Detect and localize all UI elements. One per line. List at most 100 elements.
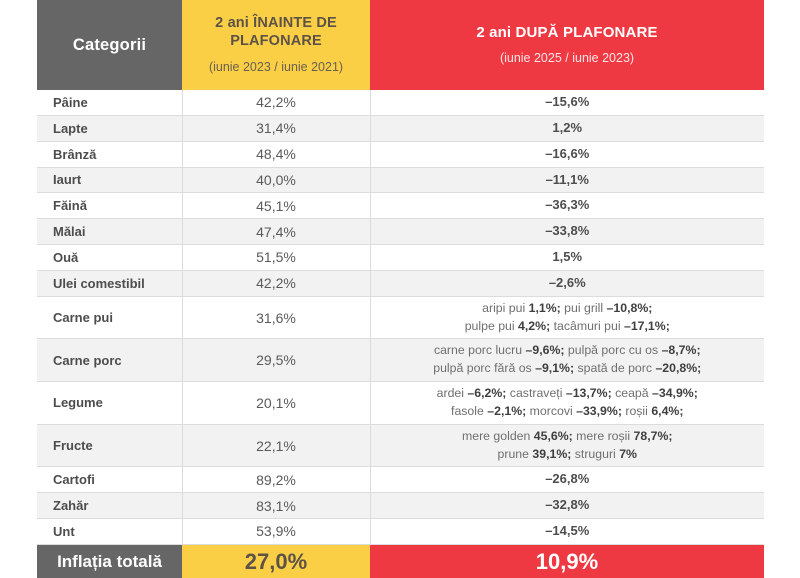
header-after-subtitle: (iunie 2025 / iunie 2023) <box>499 51 635 66</box>
after-detail-value: –9,6%; <box>525 343 565 358</box>
table-header: Categorii 2 ani ÎNAINTE DE PLAFONARE (iu… <box>37 0 764 90</box>
header-category-label: Categorii <box>72 35 147 54</box>
row-category: Mălai <box>37 218 183 246</box>
row-before-value: 47,4% <box>182 218 371 246</box>
row-after-value: –36,3% <box>370 192 764 220</box>
row-category: Iaurt <box>37 167 183 194</box>
after-detail-line: mere golden 45,6%; mere roșii 78,7%; <box>379 428 757 446</box>
table-row: Făină 45,1% –36,3% <box>37 192 764 220</box>
after-detail-value: –33,9%; <box>576 403 622 418</box>
after-detail-text: ceapă <box>611 386 653 401</box>
inflation-comparison-table: Categorii 2 ani ÎNAINTE DE PLAFONARE (iu… <box>37 0 764 578</box>
table-row: Cartofi 89,2% –26,8% <box>37 466 764 494</box>
row-after-value: –15,6% <box>370 90 764 116</box>
after-detail-value: 39,1%; <box>532 446 572 461</box>
row-after-value: 1,5% <box>370 244 764 271</box>
table-row: Carne pui 31,6% aripi pui 1,1%; pui grill … <box>37 296 764 340</box>
row-after-value: –33,8% <box>370 218 764 246</box>
row-after-value: –32,8% <box>370 492 764 520</box>
after-detail-text: tacâmuri pui <box>550 318 624 333</box>
after-detail-text: spată de porc <box>574 361 656 376</box>
row-before-value: 42,2% <box>182 270 371 297</box>
row-category: Ulei comestibil <box>37 270 183 297</box>
after-detail-value: –34,9%; <box>652 386 698 401</box>
row-after-value: –16,6% <box>370 141 764 168</box>
after-detail-value: –20,8%; <box>655 361 702 376</box>
header-after-title: 2 ani DUPĂ PLAFONARE <box>476 23 658 41</box>
table-header-row: Categorii 2 ani ÎNAINTE DE PLAFONARE (iu… <box>37 0 764 90</box>
row-after-value: ardei –6,2%; castraveți –13,7%; ceapă –3… <box>370 381 764 425</box>
row-category: Zahăr <box>37 492 183 520</box>
total-label: Inflația totală <box>37 544 182 578</box>
row-before-value: 48,4% <box>182 141 371 168</box>
after-detail-value: 4,2%; <box>518 318 551 333</box>
after-detail-value: 78,7%; <box>633 428 673 443</box>
table-row: Legume 20,1% ardei –6,2%; castraveți –13,7… <box>37 381 764 425</box>
row-category: Fructe <box>37 424 183 468</box>
header-before-title: 2 ani ÎNAINTE DE PLAFONARE <box>215 15 337 49</box>
row-before-value: 31,6% <box>182 296 371 340</box>
after-detail-line: ardei –6,2%; castraveți –13,7%; ceapă –3… <box>379 385 757 403</box>
after-detail-text: pulpă porc fără os <box>433 361 536 376</box>
table-row: Fructe 22,1% mere golden 45,6%; mere roșii… <box>37 424 764 468</box>
after-detail-value: –9,1%; <box>535 361 575 376</box>
table-body: Pâine 42,2% –15,6% Lapte 31,4% 1,2% Brânză 48,4… <box>37 90 764 545</box>
table-row: Mălai 47,4% –33,8% <box>37 218 764 246</box>
after-detail-value: –8,7%; <box>661 343 701 358</box>
row-category: Brânză <box>37 141 183 168</box>
after-detail-text: pulpe pui <box>464 318 519 333</box>
row-category: Pâine <box>37 90 183 116</box>
table-row: Pâine 42,2% –15,6% <box>37 90 764 116</box>
row-category: Unt <box>37 518 183 545</box>
after-detail-line: pulpe pui 4,2%; tacâmuri pui –17,1%; <box>379 318 757 336</box>
row-before-value: 45,1% <box>182 192 371 220</box>
after-detail-line: fasole –2,1%; morcovi –33,9%; roșii 6,4%… <box>379 403 757 421</box>
after-detail-value: –6,2%; <box>467 386 507 401</box>
after-detail-line: carne porc lucru –9,6%; pulpă porc cu os… <box>379 342 757 360</box>
row-category: Carne pui <box>37 296 183 340</box>
row-after-value: aripi pui 1,1%; pui grill –10,8%; pulpe p… <box>370 296 764 340</box>
row-before-value: 89,2% <box>182 466 371 494</box>
table-row: Brânză 48,4% –16,6% <box>37 141 764 168</box>
row-before-value: 22,1% <box>182 424 371 468</box>
after-detail-text: mere roșii <box>572 428 634 443</box>
row-after-value: –14,5% <box>370 518 764 545</box>
after-detail-value: –13,7%; <box>565 386 612 401</box>
after-detail-text: struguri <box>571 446 620 461</box>
row-category: Ouă <box>37 244 183 271</box>
after-detail-text: aripi pui <box>482 300 529 315</box>
after-detail-text: castraveți <box>506 386 566 401</box>
header-cell-after-cap: 2 ani DUPĂ PLAFONARE (iunie 2025 / iunie… <box>370 0 764 90</box>
row-after-value: –2,6% <box>370 270 764 297</box>
table-row: Carne porc 29,5% carne porc lucru –9,6%; p… <box>37 338 764 383</box>
table-row: Zahăr 83,1% –32,8% <box>37 492 764 520</box>
row-before-value: 40,0% <box>182 167 371 194</box>
table-row: Ouă 51,5% 1,5% <box>37 244 764 271</box>
inflation-table-container: Categorii 2 ani ÎNAINTE DE PLAFONARE (iu… <box>37 0 764 578</box>
after-detail-value: 7% <box>619 446 637 461</box>
table-row: Ulei comestibil 42,2% –2,6% <box>37 270 764 297</box>
table-footer: Inflația totală 27,0% 10,9% <box>37 544 764 578</box>
row-after-value: 1,2% <box>370 115 764 142</box>
row-category: Lapte <box>37 115 183 142</box>
after-detail-text: pulpă porc cu os <box>564 343 662 358</box>
header-before-subtitle: (iunie 2023 / iunie 2021) <box>208 59 344 74</box>
row-after-value: –11,1% <box>370 167 764 194</box>
row-after-value: mere golden 45,6%; mere roșii 78,7%; prun… <box>370 424 764 468</box>
row-after-value: carne porc lucru –9,6%; pulpă porc cu os… <box>370 338 764 383</box>
after-detail-text: fasole <box>451 403 488 418</box>
row-before-value: 29,5% <box>182 338 371 383</box>
row-category: Cartofi <box>37 466 183 494</box>
table-row: Lapte 31,4% 1,2% <box>37 115 764 142</box>
row-before-value: 20,1% <box>182 381 371 425</box>
after-detail-text: morcovi <box>526 403 577 418</box>
table-row: Iaurt 40,0% –11,1% <box>37 167 764 194</box>
after-detail-text: prune <box>497 446 533 461</box>
row-before-value: 83,1% <box>182 492 371 520</box>
after-detail-line: prune 39,1%; struguri 7% <box>379 446 757 464</box>
after-detail-value: 1,1%; <box>528 300 561 315</box>
after-detail-value: 45,6%; <box>533 428 573 443</box>
after-detail-value: –10,8%; <box>606 300 653 315</box>
row-after-value: –26,8% <box>370 466 764 494</box>
after-detail-value: –17,1%; <box>623 318 670 333</box>
